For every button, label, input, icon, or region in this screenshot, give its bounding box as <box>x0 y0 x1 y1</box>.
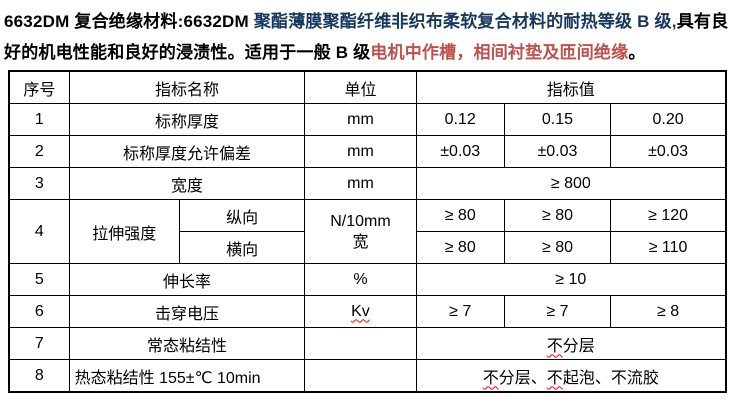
row4-sub-lengthwise: 纵向 <box>178 199 306 232</box>
table-row-5: 5 伸长率 % ≥ 10 <box>8 263 727 296</box>
row8-seq: 8 <box>8 359 70 393</box>
row2-name: 标称厚度允许偏差 <box>68 135 306 168</box>
table-header-row: 序号 指标名称 单位 指标值 <box>8 70 727 104</box>
row1-value-1: 0.12 <box>415 103 505 136</box>
row7-value-wavy: 不 <box>546 337 563 355</box>
row6-value-2: ≥ 7 <box>503 295 612 328</box>
row2-value-1: ±0.03 <box>415 135 505 168</box>
row2-value-3: ±0.03 <box>610 135 727 168</box>
row3-value: ≥ 800 <box>415 167 727 200</box>
row2-value-2: ±0.03 <box>503 135 612 168</box>
row8-unit <box>304 359 417 393</box>
row5-seq: 5 <box>8 263 70 296</box>
row4-crosswise-value-3: ≥ 110 <box>610 231 727 264</box>
intro-text-black-prefix: 6632DM 复合绝缘材料:6632DM <box>4 12 254 31</box>
table-row-1: 1 标称厚度 mm 0.12 0.15 0.20 <box>8 103 727 136</box>
row4-crosswise-value-1: ≥ 80 <box>415 231 505 264</box>
row4-crosswise-value-2: ≥ 80 <box>503 231 612 264</box>
row4-lengthwise-value-1: ≥ 80 <box>415 199 505 232</box>
row4-seq: 4 <box>8 199 70 264</box>
row5-value: ≥ 10 <box>415 263 727 296</box>
row7-unit <box>304 327 417 360</box>
table-row-8: 8 热态粘结性 155±℃ 10min 不分层、不起泡、不流胶 <box>8 359 727 393</box>
intro-text-blue: 聚酯薄膜聚酯纤维非织布柔软复合材料的耐热等级 B 级, <box>253 12 677 31</box>
row8-value-wavy-2: 不 <box>546 369 563 387</box>
table-row-6: 6 击穿电压 Kv ≥ 7 ≥ 7 ≥ 8 <box>8 295 727 328</box>
header-name: 指标名称 <box>68 70 306 104</box>
row8-value-rest: 起泡、不流胶 <box>562 369 659 387</box>
table-row-4-lengthwise: 4 拉伸强度 纵向 N/10mm 宽 ≥ 80 ≥ 80 ≥ 120 <box>8 199 727 264</box>
row8-value-wavy-1: 不 <box>482 369 499 387</box>
row6-unit: Kv <box>304 295 417 328</box>
row6-value-1: ≥ 7 <box>415 295 505 328</box>
header-unit: 单位 <box>304 70 417 104</box>
row3-name: 宽度 <box>68 167 306 200</box>
intro-text-black-middle: 具有良好的机电性能和良好的浸渍性。适用于一般 B 级 <box>4 12 729 62</box>
row4-unit-line2: 宽 <box>352 233 369 251</box>
row3-unit: mm <box>304 167 417 200</box>
header-value: 指标值 <box>415 70 727 104</box>
row2-unit: mm <box>304 135 417 168</box>
row4-unit: N/10mm 宽 <box>304 199 417 264</box>
row1-seq: 1 <box>8 103 70 136</box>
row1-value-3: 0.20 <box>610 103 727 136</box>
row1-unit: mm <box>304 103 417 136</box>
row4-name: 拉伸强度 <box>68 199 180 264</box>
row8-value: 不分层、不起泡、不流胶 <box>415 359 727 393</box>
row6-value-3: ≥ 8 <box>610 295 727 328</box>
row4-sub-crosswise: 横向 <box>178 231 306 264</box>
row3-seq: 3 <box>8 167 70 200</box>
header-seq: 序号 <box>8 70 70 104</box>
row4-lengthwise-value-3: ≥ 120 <box>610 199 727 232</box>
table-row-7: 7 常态粘结性 不分层 <box>8 327 727 360</box>
row6-unit-text: Kv <box>351 302 370 320</box>
spec-table: 序号 指标名称 单位 指标值 1 标称厚度 mm 0.12 0.15 0.20 … <box>8 70 727 393</box>
row8-value-mid: 分层、 <box>498 369 547 387</box>
intro-text-red: 电机中作槽，相间衬垫及匝间绝缘 <box>370 43 629 62</box>
row6-name: 击穿电压 <box>68 295 306 328</box>
row7-seq: 7 <box>8 327 70 360</box>
table-row-2: 2 标称厚度允许偏差 mm ±0.03 ±0.03 ±0.03 <box>8 135 727 168</box>
row5-unit: % <box>304 263 417 296</box>
row1-value-2: 0.15 <box>503 103 612 136</box>
row5-name: 伸长率 <box>68 263 306 296</box>
table-row-4-crosswise: 横向 ≥ 80 ≥ 80 ≥ 110 <box>9 231 727 264</box>
row2-seq: 2 <box>8 135 70 168</box>
intro-paragraph: 6632DM 复合绝缘材料:6632DM 聚酯薄膜聚酯纤维非织布柔软复合材料的耐… <box>4 6 730 68</box>
row7-value-rest: 分层 <box>562 337 595 355</box>
table-row-3: 3 宽度 mm ≥ 800 <box>8 167 727 200</box>
row7-value: 不分层 <box>415 327 727 360</box>
row4-unit-line1: N/10mm <box>330 212 391 230</box>
row8-name: 热态粘结性 155±℃ 10min <box>68 359 306 393</box>
row7-name: 常态粘结性 <box>68 327 306 360</box>
row4-lengthwise-value-2: ≥ 80 <box>503 199 612 232</box>
intro-text-black-suffix: 。 <box>628 43 646 62</box>
row1-name: 标称厚度 <box>68 103 306 136</box>
row6-seq: 6 <box>8 295 70 328</box>
